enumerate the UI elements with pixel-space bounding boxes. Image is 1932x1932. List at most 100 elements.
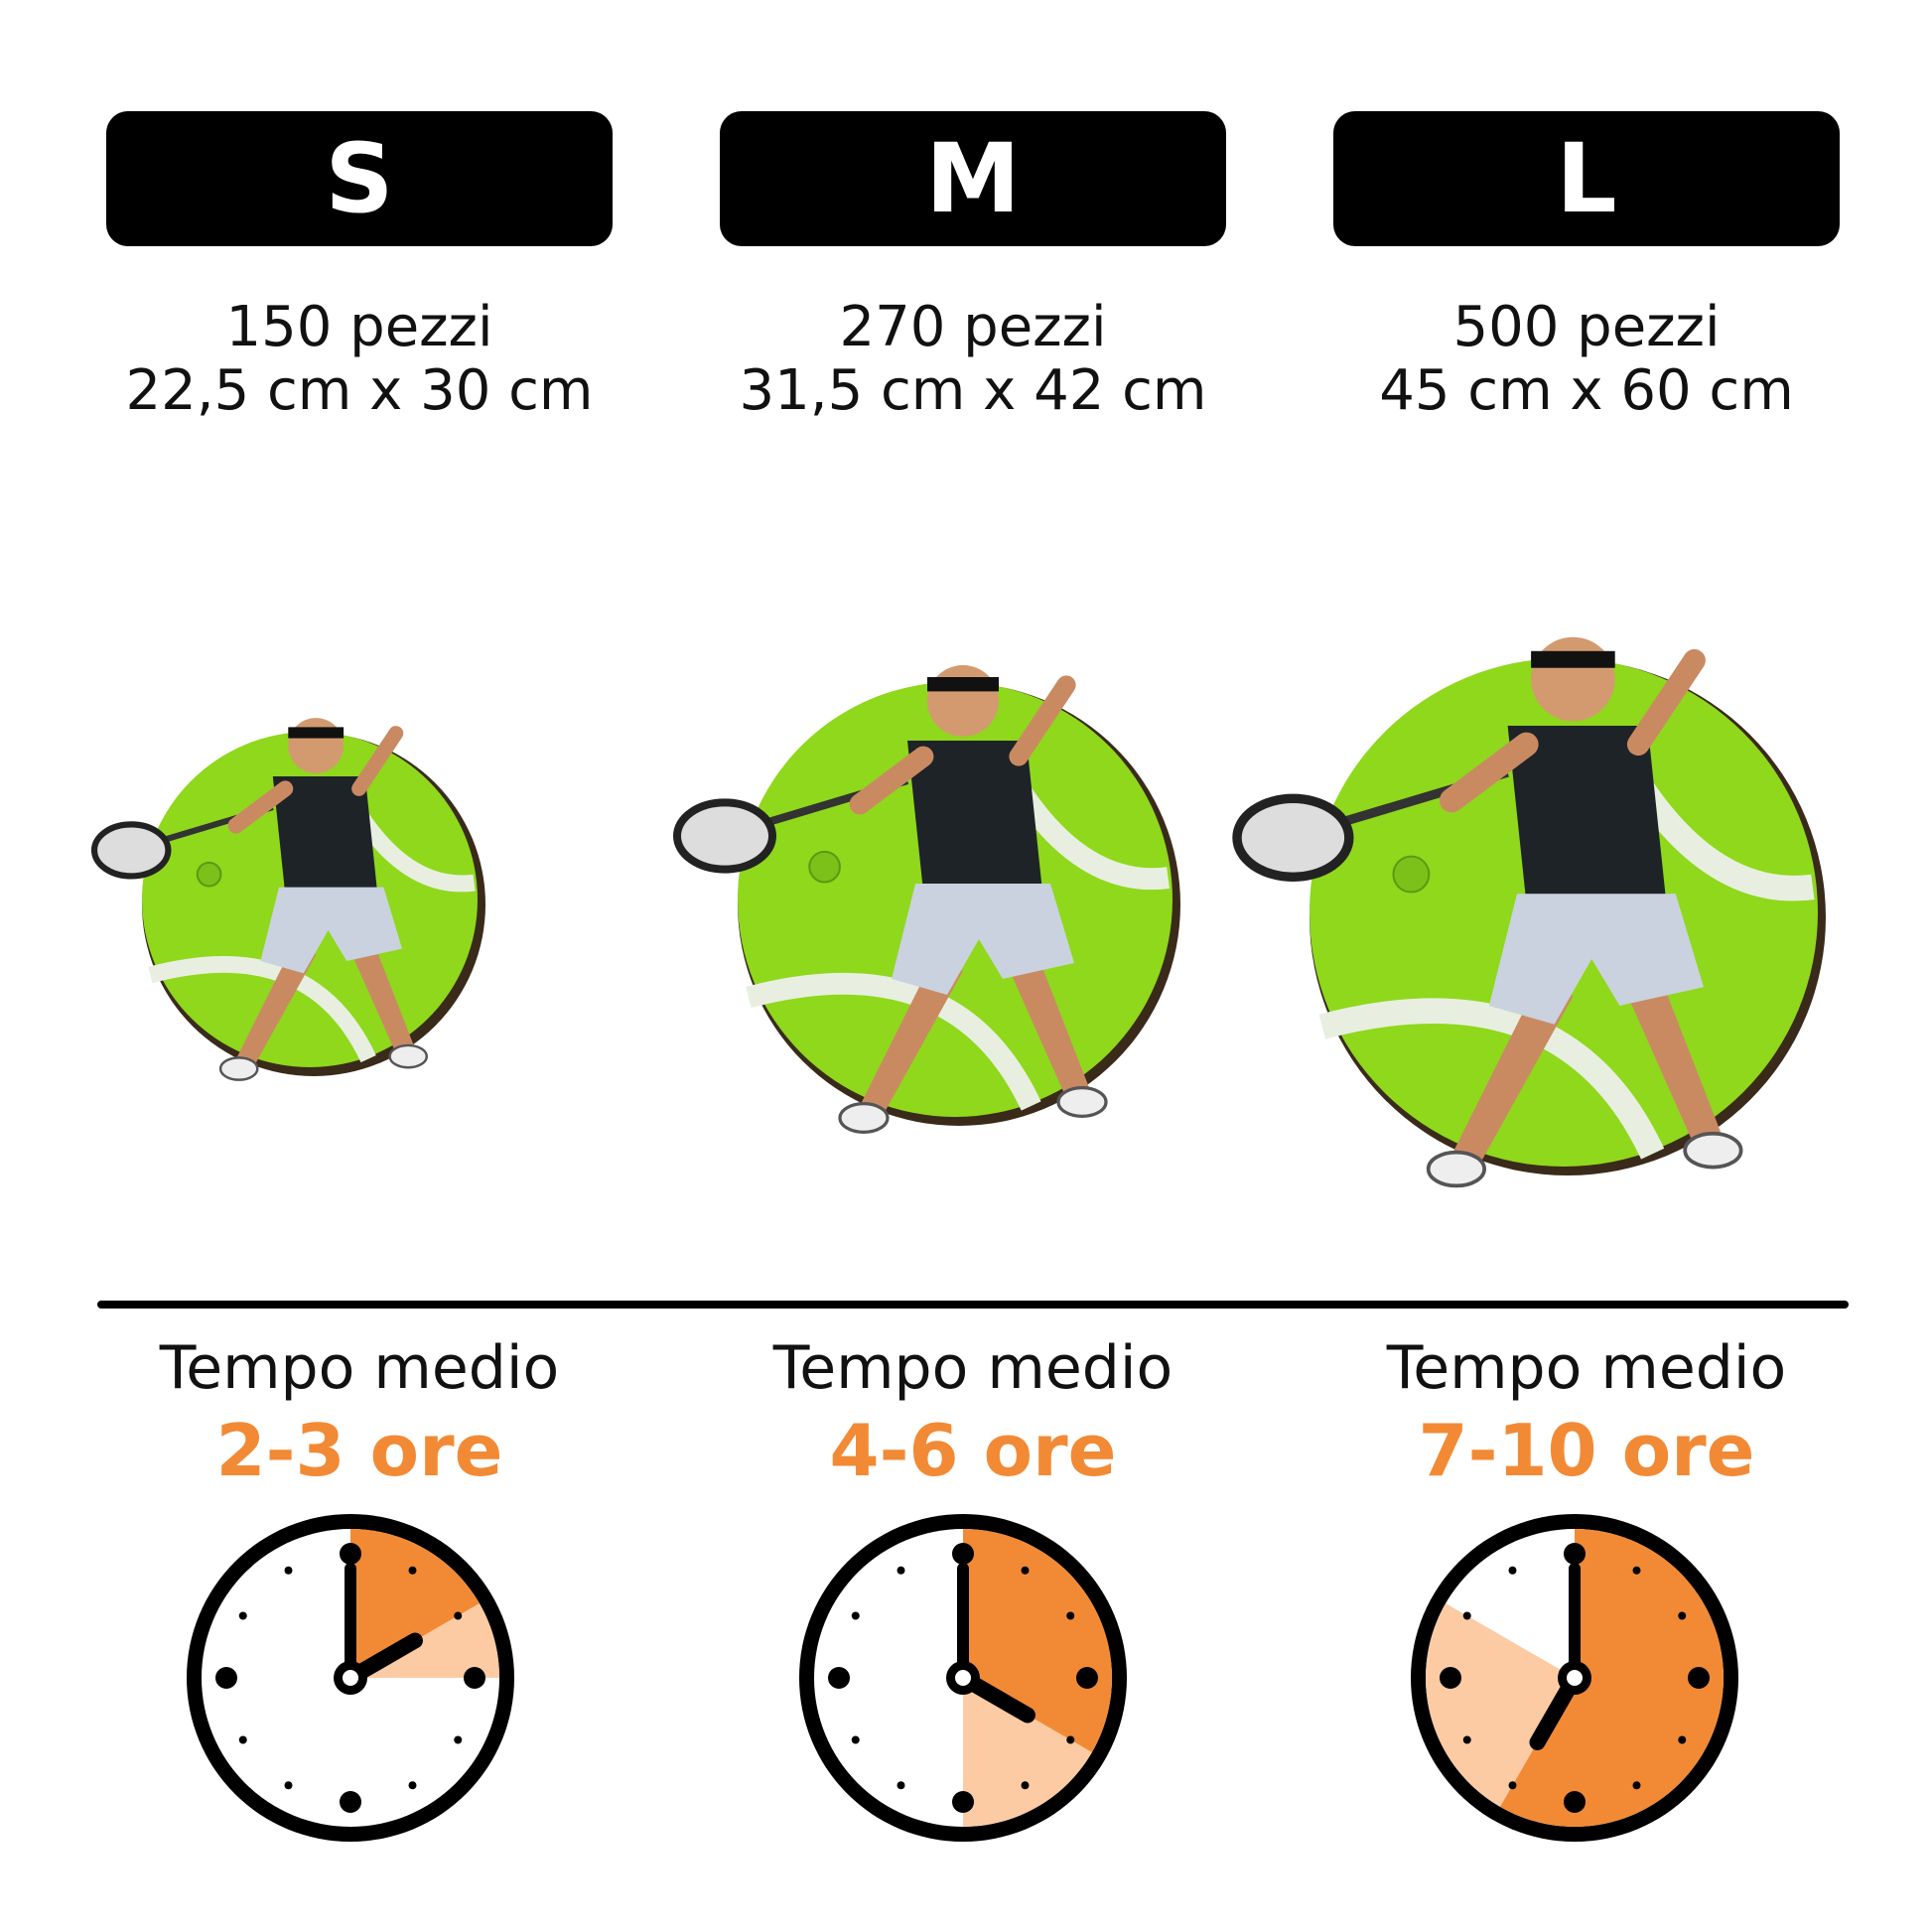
clock-tick (897, 1781, 905, 1790)
ball-seam (352, 810, 476, 893)
headband (1531, 650, 1615, 668)
time-label-s: Tempo medio (159, 1333, 560, 1403)
racket-head (1232, 793, 1354, 882)
clock-tick (1462, 1611, 1471, 1620)
pieces-m: 270 pezzi (839, 295, 1107, 359)
arm (1439, 732, 1539, 813)
range-sector (963, 1678, 1092, 1827)
leg (1619, 968, 1723, 1146)
clock-tick (851, 1611, 860, 1620)
clock-tick (1021, 1781, 1030, 1790)
clock-tick (1632, 1781, 1641, 1790)
divider (97, 1301, 1849, 1309)
time-label-l: Tempo medio (1386, 1333, 1787, 1403)
clock-tick (1564, 1791, 1586, 1813)
arm (1009, 675, 1076, 766)
puzzle-s (90, 718, 485, 1081)
spec-m: 270 pezzi 31,5 cm x 42 cm (665, 296, 1281, 423)
shoe (1056, 1086, 1108, 1119)
clock-icon-l (1411, 1514, 1738, 1842)
dimensions-m: 31,5 cm x 42 cm (739, 358, 1207, 423)
clock-tick (1632, 1566, 1641, 1575)
clock-tick (284, 1781, 293, 1790)
dimensions-s: 22,5 cm x 30 cm (125, 358, 594, 423)
leg (346, 936, 415, 1053)
shorts (260, 887, 402, 974)
dimensions-l: 45 cm x 60 cm (1379, 358, 1794, 423)
racket-head (672, 798, 776, 874)
clock-tick (1462, 1735, 1471, 1744)
shoe (388, 1043, 429, 1069)
range-sector (1426, 1603, 1575, 1807)
small-tennis-ball (808, 850, 841, 884)
clock-tick (464, 1667, 485, 1689)
clock-tick (340, 1791, 361, 1813)
clock-tick (1688, 1667, 1710, 1689)
clock-tick (238, 1735, 247, 1744)
clock-icon-s (187, 1514, 514, 1842)
arm (849, 746, 934, 815)
time-value-m: 4-6 ore (829, 1409, 1117, 1492)
hand-pivot-center (955, 1670, 971, 1686)
head (1531, 636, 1615, 722)
shirt (907, 741, 1042, 892)
clock-tick (284, 1566, 293, 1575)
hand-pivot-center (343, 1670, 358, 1686)
clock-tick (1076, 1667, 1098, 1689)
min-time-sector (350, 1529, 480, 1678)
leg (1003, 947, 1090, 1098)
time-l: Tempo medio 7-10 ore (1279, 1330, 1894, 1495)
clock-tick (897, 1566, 905, 1575)
size-badge-s: S (106, 111, 613, 246)
spec-l: 500 pezzi 45 cm x 60 cm (1279, 296, 1894, 423)
clock-tick (454, 1611, 463, 1620)
shoe (218, 1056, 259, 1081)
head (288, 718, 345, 773)
clock-tick (828, 1667, 850, 1689)
head (927, 665, 999, 737)
clock-tick (1564, 1543, 1586, 1565)
spec-s: 150 pezzi 22,5 cm x 30 cm (52, 296, 667, 423)
clock-tick (851, 1735, 860, 1744)
clock-icon-m (799, 1514, 1127, 1842)
ball-seam (1629, 777, 1815, 901)
time-m: Tempo medio 4-6 ore (665, 1330, 1281, 1495)
puzzle-l (1232, 636, 1826, 1188)
shorts (892, 884, 1074, 995)
puzzle-illustrations (90, 636, 1826, 1188)
hand-pivot-center (1567, 1670, 1583, 1686)
shirt (272, 776, 378, 894)
time-s: Tempo medio 2-3 ore (52, 1330, 667, 1495)
small-tennis-ball (196, 861, 222, 888)
size-badge-m: M (720, 111, 1226, 246)
size-badge-l: L (1333, 111, 1840, 246)
tennis-player (90, 718, 429, 1081)
arm (227, 780, 294, 834)
clock-tick (1066, 1735, 1075, 1744)
clock-tick (408, 1566, 417, 1575)
shoe (1426, 1150, 1486, 1188)
small-tennis-ball (1392, 855, 1431, 894)
clock-tick (1508, 1566, 1517, 1575)
time-value-s: 2-3 ore (215, 1409, 503, 1492)
clock-tick (1678, 1735, 1687, 1744)
shirt (1507, 726, 1667, 903)
clock-tick (1440, 1667, 1461, 1689)
clock-tick (952, 1791, 974, 1813)
shoe (1683, 1131, 1743, 1170)
puzzle-m (672, 665, 1180, 1135)
clock-tick (1066, 1611, 1075, 1620)
ball-seam (1011, 784, 1171, 891)
clock-tick (454, 1735, 463, 1744)
headband (288, 727, 345, 739)
shorts (1488, 894, 1704, 1025)
shoe (838, 1102, 890, 1135)
racket-head (90, 821, 172, 880)
clock-tick (215, 1667, 237, 1689)
clock-tick (408, 1781, 417, 1790)
tennis-player (1232, 636, 1743, 1188)
clock-tick (952, 1543, 974, 1565)
time-value-l: 7-10 ore (1418, 1409, 1755, 1492)
pieces-s: 150 pezzi (225, 295, 493, 359)
arm (1626, 648, 1706, 757)
